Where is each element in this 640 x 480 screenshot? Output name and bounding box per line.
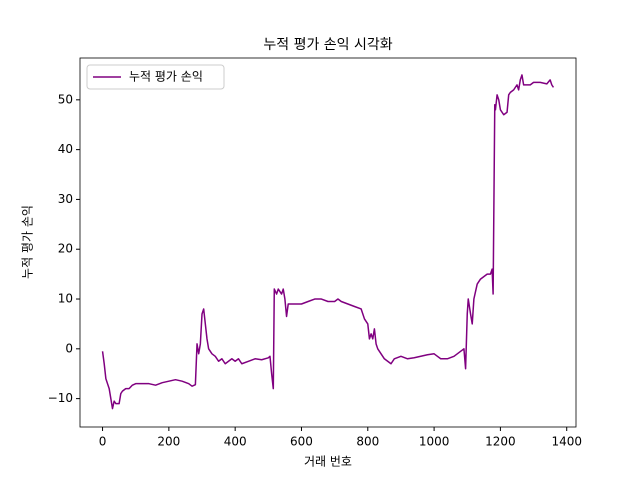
x-tick-label: 200 xyxy=(157,435,180,449)
legend-label: 누적 평가 손익 xyxy=(129,70,203,84)
x-tick-label: 400 xyxy=(224,435,247,449)
chart-title: 누적 평가 손익 시각화 xyxy=(263,37,392,53)
y-tick-label: 30 xyxy=(58,192,73,206)
y-tick-label: 40 xyxy=(58,142,73,156)
y-tick-label: −10 xyxy=(48,391,73,405)
x-tick-label: 1000 xyxy=(419,435,450,449)
y-tick-label: 0 xyxy=(65,341,73,355)
y-tick-label: 20 xyxy=(58,242,73,256)
line-series xyxy=(101,74,555,410)
y-tick-label: 10 xyxy=(58,292,73,306)
x-tick-label: 0 xyxy=(99,435,107,449)
x-tick-label: 600 xyxy=(290,435,313,449)
x-axis-label: 거래 번호 xyxy=(304,455,352,469)
x-tick-label: 1200 xyxy=(485,435,516,449)
x-tick-label: 1400 xyxy=(551,435,582,449)
y-tick-label: 50 xyxy=(58,92,73,106)
legend-box xyxy=(86,64,225,90)
y-axis-label: 누적 평가 손익 xyxy=(21,205,35,279)
x-tick-label: 800 xyxy=(356,435,379,449)
axes-frame xyxy=(79,57,577,428)
